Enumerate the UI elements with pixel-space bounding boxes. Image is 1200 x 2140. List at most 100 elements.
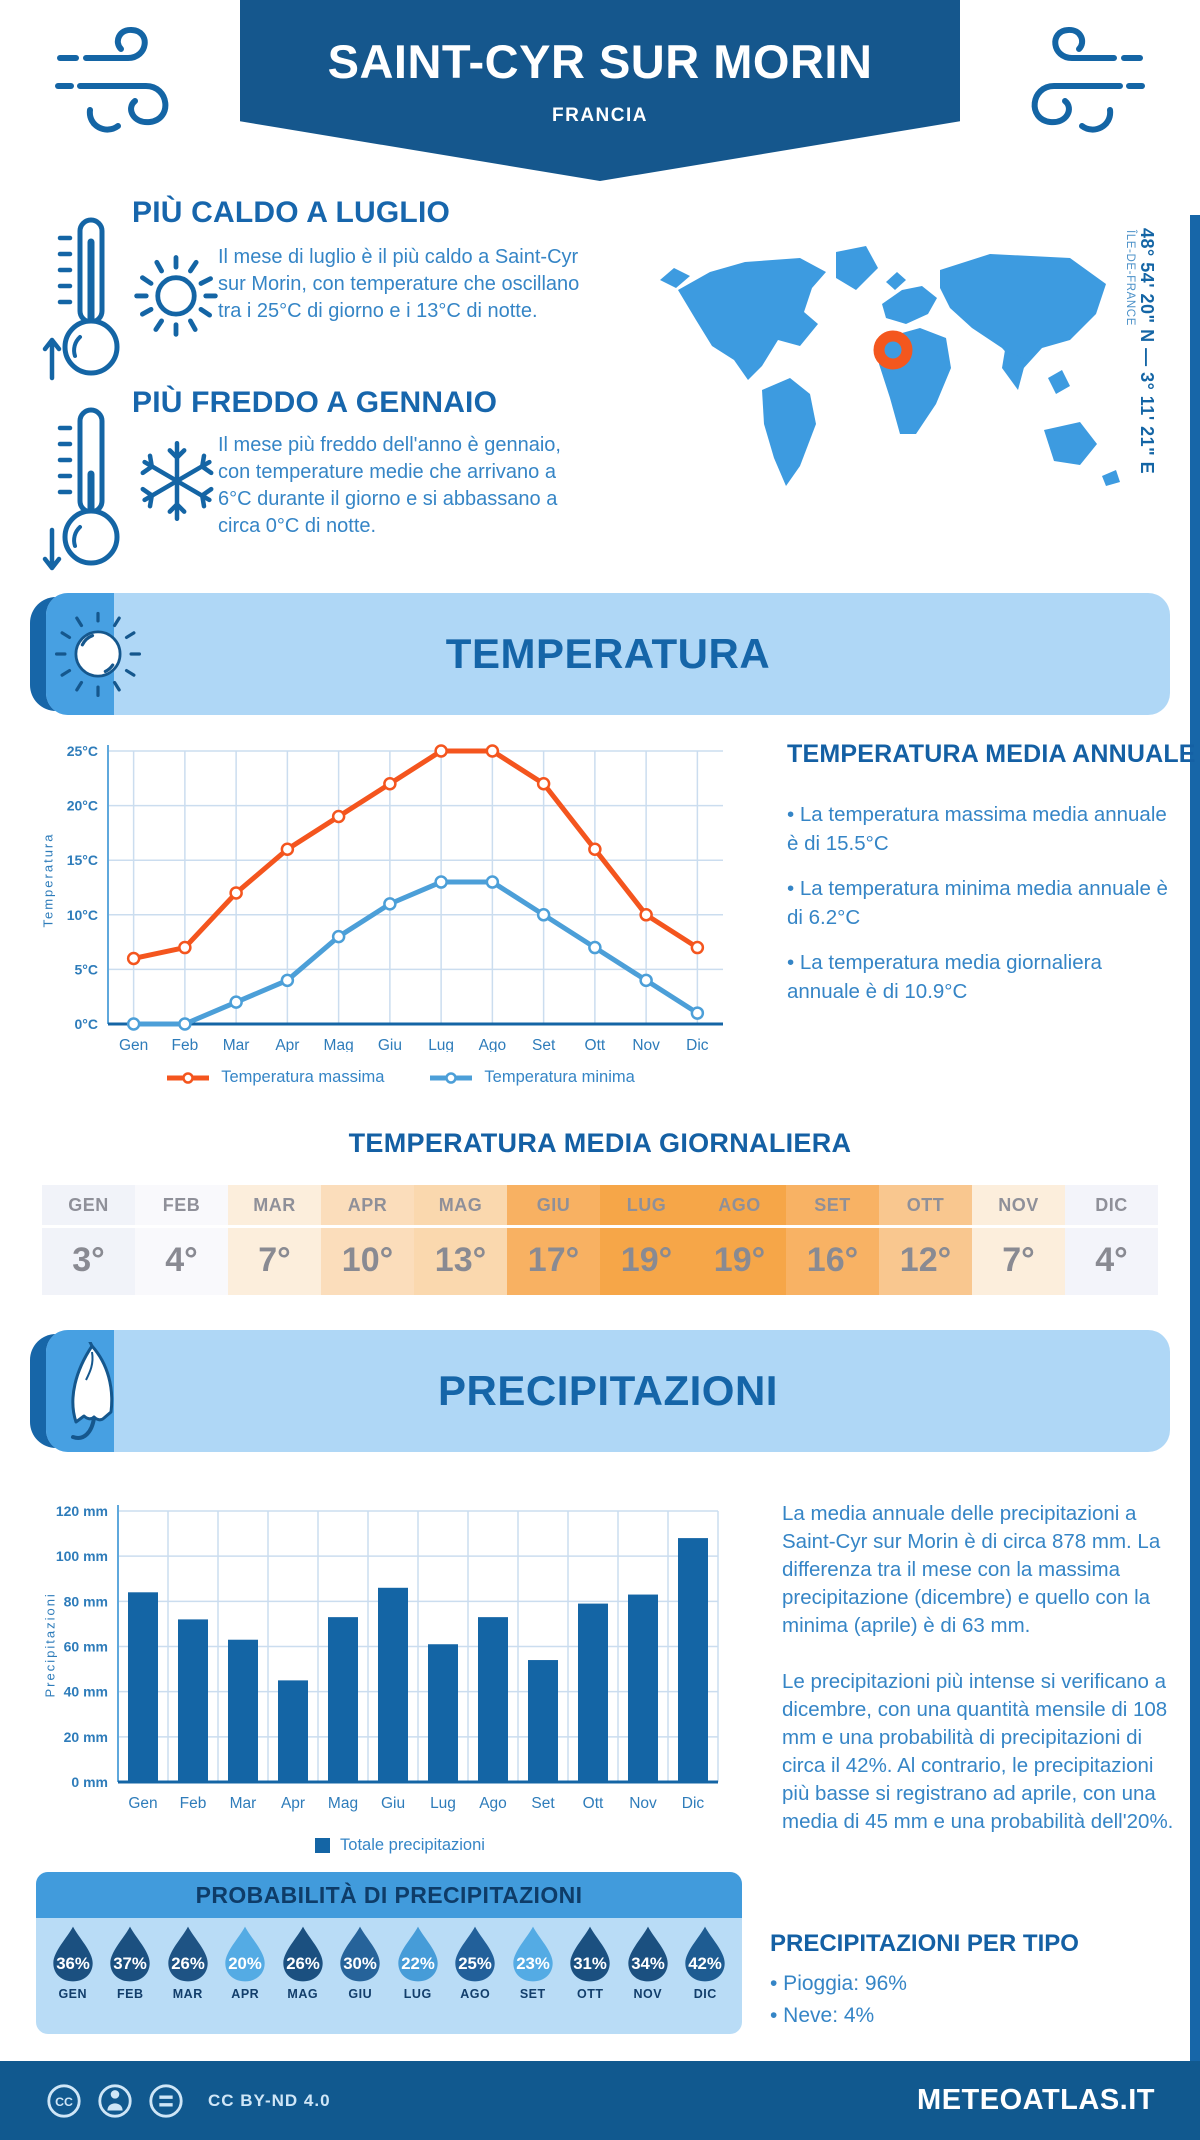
- temp-table-column: MAG 13°: [414, 1185, 507, 1295]
- footer: CC CC BY-ND 4.0 METEOATLAS.IT: [0, 2061, 1200, 2140]
- precip-probability-box: PROBABILITÀ DI PRECIPITAZIONI 36% GEN 37% F…: [36, 1872, 742, 2034]
- svg-text:Mar: Mar: [223, 1037, 250, 1052]
- temp-table-column: AGO 19°: [693, 1185, 786, 1295]
- probability-drop-item: 30% GIU: [332, 1924, 390, 2001]
- svg-text:Lug: Lug: [430, 1795, 456, 1812]
- probability-drop-month: MAG: [287, 1987, 319, 2001]
- temp-chart-legend: Temperatura massima Temperatura minima: [50, 1068, 750, 1087]
- right-edge-bar: [1190, 215, 1200, 2061]
- svg-text:Set: Set: [532, 1037, 556, 1052]
- location-marker: [873, 330, 913, 370]
- legend-label: Temperatura minima: [484, 1068, 635, 1086]
- umbrella-banner-icon: [71, 1342, 114, 1440]
- water-drop-icon: 42%: [685, 1926, 725, 1982]
- svg-text:Gen: Gen: [119, 1037, 148, 1052]
- svg-text:20%: 20%: [228, 1954, 262, 1973]
- legend-label: Temperatura massima: [221, 1068, 385, 1086]
- precip-chart-ylabel: Precipitazioni: [42, 1592, 58, 1698]
- no-derivatives-icon: [149, 2083, 183, 2118]
- temp-table-month: NOV: [998, 1195, 1039, 1215]
- water-drop-icon: 22%: [398, 1926, 438, 1982]
- svg-text:26%: 26%: [286, 1954, 320, 1973]
- wind-icon-right: [1031, 27, 1145, 133]
- probability-drop-item: 23% SET: [504, 1924, 562, 2001]
- temperature-line-chart: 0°C 5°C 10°C 15°C 20°C 25°C Gen Feb Mar Apr Mag Giu…: [67, 743, 723, 1052]
- temp-table-column: GEN 3°: [42, 1185, 135, 1295]
- svg-text:23%: 23%: [516, 1954, 550, 1973]
- svg-text:Feb: Feb: [180, 1795, 207, 1812]
- precip-paragraph-2: Le precipitazioni più intense si verific…: [782, 1670, 1174, 1833]
- temp-table-month: DIC: [1095, 1195, 1128, 1215]
- wind-icon-left: [55, 27, 169, 133]
- precip-type-bullet: • Neve: 4%: [770, 2004, 875, 2027]
- precip-type-bullet: • Pioggia: 96%: [770, 1972, 907, 1995]
- temp-table-value: 19°: [693, 1225, 786, 1292]
- license-label: CC BY-ND 4.0: [208, 2090, 331, 2110]
- water-drop-icon: 37%: [110, 1926, 150, 1982]
- svg-text:Mag: Mag: [328, 1795, 358, 1812]
- legend-item: Temperatura minima: [428, 1068, 635, 1087]
- svg-text:Lug: Lug: [428, 1037, 454, 1052]
- temp-table-column: NOV 7°: [972, 1185, 1065, 1295]
- temp-table-column: APR 10°: [321, 1185, 414, 1295]
- daily-temp-table-title: TEMPERATURA MEDIA GIORNALIERA: [348, 1128, 852, 1158]
- water-drop-icon: 36%: [53, 1926, 93, 1982]
- temp-table-month: MAR: [253, 1195, 296, 1215]
- svg-text:22%: 22%: [401, 1954, 435, 1973]
- probability-drop-item: 25% AGO: [447, 1924, 505, 2001]
- temp-table-value: 17°: [507, 1225, 600, 1292]
- temp-table-month: MAG: [438, 1195, 483, 1215]
- probability-drop-month: NOV: [633, 1987, 663, 2001]
- svg-text:34%: 34%: [631, 1954, 665, 1973]
- svg-text:Mar: Mar: [230, 1795, 257, 1812]
- temp-table-value: 12°: [879, 1225, 972, 1292]
- svg-text:CC: CC: [55, 2094, 73, 2108]
- license-group: CC CC BY-ND 4.0: [45, 2082, 331, 2120]
- svg-text:Dic: Dic: [682, 1795, 705, 1812]
- precip-banner: PRECIPITAZIONI: [46, 1330, 1170, 1452]
- temp-table-value: 13°: [414, 1225, 507, 1292]
- probability-drop-item: 31% OTT: [562, 1924, 620, 2001]
- precip-chart-legend: Totale precipitazioni: [50, 1836, 750, 1855]
- thermometer-cold-icon: [42, 407, 120, 571]
- svg-text:25%: 25%: [458, 1954, 492, 1973]
- svg-text:25°C: 25°C: [67, 743, 98, 759]
- temp-table-column: DIC 4°: [1065, 1185, 1158, 1295]
- svg-text:Apr: Apr: [275, 1037, 299, 1052]
- svg-text:Ott: Ott: [585, 1037, 606, 1052]
- snowflake-icon: [140, 440, 214, 522]
- svg-text:Ago: Ago: [479, 1795, 507, 1812]
- temp-table-month: GIU: [536, 1195, 571, 1215]
- title-banner: SAINT-CYR SUR MORIN FRANCIA: [240, 0, 960, 181]
- precip-probability-drops: 36% GEN 37% FEB 26% MAR 20% APR 26% MAG 30% GIU 22% L…: [36, 1918, 742, 2001]
- svg-text:10°C: 10°C: [67, 907, 98, 923]
- probability-drop-item: 20% APR: [217, 1924, 275, 2001]
- water-drop-icon: 26%: [283, 1926, 323, 1982]
- legend-item: Totale precipitazioni: [315, 1836, 485, 1855]
- region-text: ÎLE-DE-FRANCE: [1124, 230, 1136, 326]
- svg-text:15°C: 15°C: [67, 852, 98, 868]
- temp-table-column: MAR 7°: [228, 1185, 321, 1295]
- svg-text:Nov: Nov: [629, 1795, 657, 1812]
- svg-text:Mag: Mag: [324, 1037, 354, 1052]
- svg-text:Giu: Giu: [378, 1037, 402, 1052]
- temp-table-column: OTT 12°: [879, 1185, 972, 1295]
- probability-drop-item: 22% LUG: [389, 1924, 447, 2001]
- temp-table-month: GEN: [68, 1195, 109, 1215]
- precip-section-title: PRECIPITAZIONI: [438, 1367, 778, 1414]
- annual-temp-bullet: • La temperatura media giornaliera annua…: [787, 951, 1102, 1003]
- water-drop-icon: 25%: [455, 1926, 495, 1982]
- temp-table-column: FEB 4°: [135, 1185, 228, 1295]
- temp-table-month: FEB: [162, 1195, 201, 1215]
- svg-text:5°C: 5°C: [75, 961, 99, 977]
- svg-text:Set: Set: [531, 1795, 555, 1812]
- cold-section-text: Il mese più freddo dell'anno è gennaio, …: [218, 434, 561, 537]
- temp-table-value: 4°: [1065, 1225, 1158, 1292]
- annual-temp-heading: TEMPERATURA MEDIA ANNUALE: [787, 740, 1196, 768]
- temp-table-month: LUG: [626, 1195, 667, 1215]
- probability-drop-month: APR: [231, 1987, 260, 2001]
- probability-drop-item: 37% FEB: [102, 1924, 160, 2001]
- svg-text:36%: 36%: [56, 1954, 90, 1973]
- water-drop-icon: 31%: [570, 1926, 610, 1982]
